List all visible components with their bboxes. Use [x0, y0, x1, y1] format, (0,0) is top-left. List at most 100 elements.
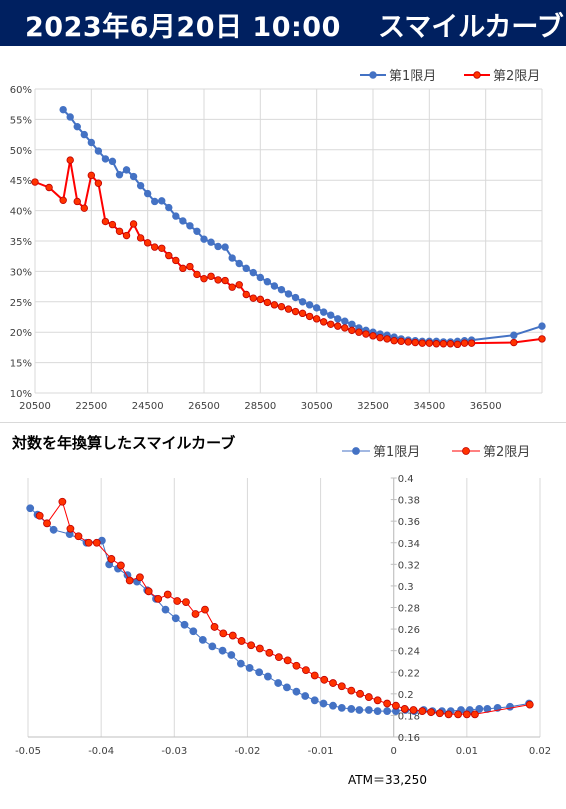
data-point: [210, 623, 219, 631]
y-tick-label: 50%: [10, 146, 32, 157]
data-point: [237, 637, 246, 645]
atm-annotation: ATM＝33,250: [348, 773, 427, 787]
data-point: [320, 675, 329, 684]
legend-label: 第1限月: [389, 69, 436, 84]
data-point: [337, 703, 346, 712]
data-point: [284, 305, 293, 313]
data-point: [66, 113, 74, 121]
x-tick-label: 0.02: [529, 746, 551, 757]
data-point: [362, 330, 370, 338]
x-tick-label: 32500: [357, 401, 389, 412]
data-point: [453, 340, 462, 349]
data-point: [444, 710, 453, 719]
y-tick-label: 0.34: [398, 539, 420, 550]
data-point: [218, 646, 227, 655]
data-point: [327, 311, 335, 319]
data-point: [347, 705, 356, 713]
data-point: [207, 238, 215, 246]
data-point: [292, 687, 301, 696]
data-point: [432, 340, 441, 348]
data-point: [249, 294, 257, 302]
data-point: [74, 532, 83, 541]
y-tick-label: 55%: [10, 115, 32, 126]
data-point: [467, 339, 476, 347]
data-point: [310, 696, 319, 705]
data-point: [383, 335, 391, 343]
data-point: [125, 576, 134, 585]
legend-marker: [473, 71, 481, 79]
data-point: [136, 234, 145, 242]
data-point: [310, 671, 319, 680]
data-point: [228, 283, 236, 291]
data-point: [373, 696, 382, 705]
data-point: [80, 130, 88, 139]
data-point: [249, 268, 257, 277]
data-point: [151, 197, 159, 206]
x-tick-label: 20500: [19, 401, 51, 412]
data-point: [101, 155, 110, 163]
data-point: [143, 189, 152, 198]
data-point: [462, 710, 471, 719]
data-point: [334, 315, 342, 323]
data-point: [43, 519, 51, 528]
data-point: [291, 293, 300, 302]
data-point: [383, 699, 392, 708]
data-point: [475, 705, 484, 713]
data-point: [274, 653, 283, 662]
data-point: [115, 171, 124, 179]
data-point: [186, 262, 194, 271]
data-point: [193, 227, 201, 235]
data-point: [66, 524, 75, 533]
data-point: [80, 204, 88, 212]
data-point: [298, 309, 307, 318]
data-point: [265, 648, 274, 657]
data-point: [165, 203, 173, 212]
y-tick-label: 30%: [10, 267, 32, 278]
x-tick-label: 36500: [470, 401, 502, 412]
data-point: [122, 166, 131, 174]
data-point: [312, 315, 321, 323]
data-point: [182, 598, 190, 607]
legend-marker: [462, 447, 470, 455]
data-point: [108, 220, 117, 229]
data-point: [255, 668, 264, 677]
x-tick-label: -0.02: [234, 746, 260, 757]
data-point: [283, 656, 292, 665]
data-point: [158, 197, 166, 205]
y-tick-label: 0.26: [398, 625, 420, 636]
y-tick-label: 0.2: [398, 690, 414, 701]
data-point: [73, 197, 81, 206]
data-point: [221, 243, 229, 251]
data-point: [200, 274, 208, 283]
data-point: [189, 627, 198, 636]
data-point: [400, 705, 409, 713]
data-point: [298, 298, 307, 306]
data-point: [73, 122, 81, 131]
data-point: [158, 244, 166, 252]
legend-label: 第1限月: [373, 445, 420, 460]
y-tick-label: 0.3: [398, 582, 414, 593]
legend-label: 第2限月: [493, 69, 540, 84]
data-point: [242, 264, 250, 273]
data-point: [425, 339, 434, 347]
data-point: [506, 702, 514, 711]
data-point: [247, 641, 255, 650]
x-tick-label: 30500: [301, 401, 333, 412]
data-point: [409, 706, 418, 714]
x-tick-label: 34500: [413, 401, 445, 412]
data-point: [161, 605, 170, 614]
data-point: [418, 339, 426, 347]
data-point: [320, 308, 328, 316]
data-point: [179, 217, 187, 225]
x-tick-label: 24500: [132, 401, 164, 412]
data-point: [108, 157, 117, 166]
y-tick-label: 40%: [10, 207, 32, 218]
data-point: [235, 281, 243, 289]
x-tick-label: 22500: [75, 401, 107, 412]
data-point: [172, 256, 180, 265]
data-point: [427, 708, 435, 717]
data-point: [94, 147, 103, 155]
data-point: [173, 597, 182, 605]
data-point: [45, 183, 53, 192]
data-point: [312, 304, 321, 312]
